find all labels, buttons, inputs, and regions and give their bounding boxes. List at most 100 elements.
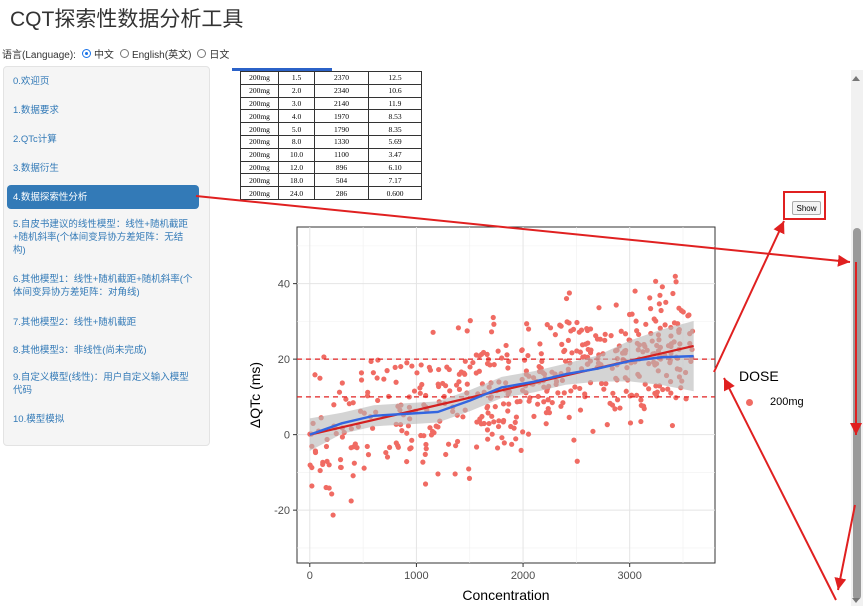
data-point	[470, 359, 476, 366]
data-point	[404, 360, 410, 366]
data-point	[312, 372, 318, 378]
data-point	[535, 393, 541, 400]
table-cell: 18.0	[278, 173, 315, 188]
sidebar-item-welcome[interactable]: 0.欢迎页	[13, 76, 50, 87]
data-point	[617, 405, 623, 411]
sidebar-item-custom-model[interactable]: 9.自定义模型(线性)：用户自定义输入模型代码	[13, 372, 189, 396]
data-point	[659, 284, 665, 290]
data-point	[446, 366, 452, 373]
data-point	[653, 318, 659, 324]
table-cell: 200mg	[240, 96, 279, 111]
data-point	[537, 341, 543, 347]
data-point	[638, 418, 644, 425]
data-point	[545, 397, 551, 403]
language-option-chinese[interactable]: 中文	[93, 50, 114, 61]
scroll-up-arrow-icon[interactable]	[852, 76, 860, 81]
data-point	[490, 314, 496, 321]
data-point	[602, 337, 608, 343]
data-point	[680, 309, 686, 315]
data-point	[601, 386, 607, 392]
data-point	[423, 446, 429, 452]
data-point	[574, 319, 580, 326]
data-point	[499, 435, 505, 441]
radio-chinese[interactable]	[81, 49, 91, 58]
sidebar-nav: 0.欢迎页 1.数据要求 2.QTc计算 3.数据衍生 4.数据探索性分析 5.…	[3, 66, 210, 446]
data-point	[491, 321, 497, 327]
scrollbar-thumb[interactable]	[853, 228, 861, 600]
data-point	[383, 449, 389, 456]
data-point	[577, 407, 584, 413]
sidebar-item-eda[interactable]: 4.数据探索性分析	[7, 185, 199, 209]
table-row: 200mg 2.0 2340 10.6	[240, 83, 422, 98]
data-point	[568, 388, 574, 394]
sidebar-item-data-derivation[interactable]: 3.数据衍生	[13, 163, 59, 174]
data-point	[633, 318, 639, 324]
radio-english[interactable]	[119, 49, 129, 58]
data-point	[461, 370, 467, 376]
data-point	[336, 389, 343, 395]
data-point	[393, 440, 399, 446]
data-point	[569, 350, 575, 356]
table-cell: 3.47	[368, 147, 422, 162]
data-point	[307, 462, 313, 468]
data-point	[440, 380, 446, 387]
data-point	[447, 388, 453, 394]
language-option-japanese[interactable]: 日文	[209, 50, 230, 61]
data-point	[638, 397, 644, 403]
data-point	[574, 458, 580, 464]
data-point	[524, 321, 530, 327]
data-point	[350, 473, 356, 479]
sidebar-item-model-6[interactable]: 6.其他模型1：线性+随机截距+随机斜率(个体间变异协方差矩阵：对角线)	[13, 274, 193, 298]
data-point	[527, 395, 533, 401]
data-point	[634, 392, 640, 398]
data-point	[489, 431, 495, 437]
y-tick-label: 0	[284, 430, 290, 442]
data-point	[339, 380, 345, 386]
data-point	[348, 445, 354, 451]
sidebar-item-model-5[interactable]: 5.自皮书建议的线性模型：线性+随机截距+随机斜率(个体间变异协方差矩阵：无结构…	[13, 219, 188, 256]
data-point	[317, 467, 323, 474]
sidebar-item-model-8[interactable]: 8.其他模型3：非线性(尚未完成)	[13, 345, 147, 356]
data-point	[543, 421, 549, 427]
data-point	[545, 405, 551, 412]
table-cell: 1790	[314, 122, 369, 136]
data-point	[455, 325, 461, 331]
data-point	[386, 444, 393, 451]
data-point	[525, 431, 532, 437]
sidebar-item-simulation[interactable]: 10.模型模拟	[13, 414, 65, 425]
data-point	[607, 400, 613, 406]
data-point	[665, 386, 671, 392]
data-point	[496, 418, 502, 424]
x-tick-label: 3000	[617, 570, 641, 582]
sidebar-item-data-requirements[interactable]: 1.数据要求	[13, 105, 59, 116]
data-point	[398, 363, 404, 370]
data-point	[435, 381, 441, 387]
scroll-down-arrow-icon[interactable]	[852, 598, 860, 603]
data-point	[656, 301, 662, 307]
language-option-english[interactable]: English(英文)	[131, 50, 192, 61]
sidebar-item-model-7[interactable]: 7.其他模型2：线性+随机截距	[13, 317, 137, 328]
data-point	[531, 413, 537, 419]
data-point	[636, 331, 642, 338]
data-point	[499, 355, 505, 361]
data-point	[623, 388, 629, 394]
data-point	[381, 376, 387, 382]
legend-title: DOSE	[739, 368, 779, 384]
data-point	[627, 420, 634, 426]
data-point	[454, 438, 461, 445]
data-point	[358, 370, 365, 376]
data-point	[660, 386, 666, 393]
data-point	[337, 457, 344, 463]
radio-japanese[interactable]	[197, 49, 207, 58]
sidebar-item-qtc-calc[interactable]: 2.QTc计算	[13, 134, 57, 145]
legend-entry-200mg: 200mg	[770, 396, 804, 408]
table-cell: 200mg	[240, 109, 279, 124]
data-point	[520, 429, 526, 435]
data-point	[484, 427, 491, 433]
legend-marker	[746, 399, 753, 406]
data-point	[361, 465, 367, 471]
data-point	[395, 444, 401, 450]
data-point	[339, 434, 346, 440]
x-tick-label: 0	[307, 570, 313, 582]
table-cell: 2.0	[278, 83, 315, 98]
